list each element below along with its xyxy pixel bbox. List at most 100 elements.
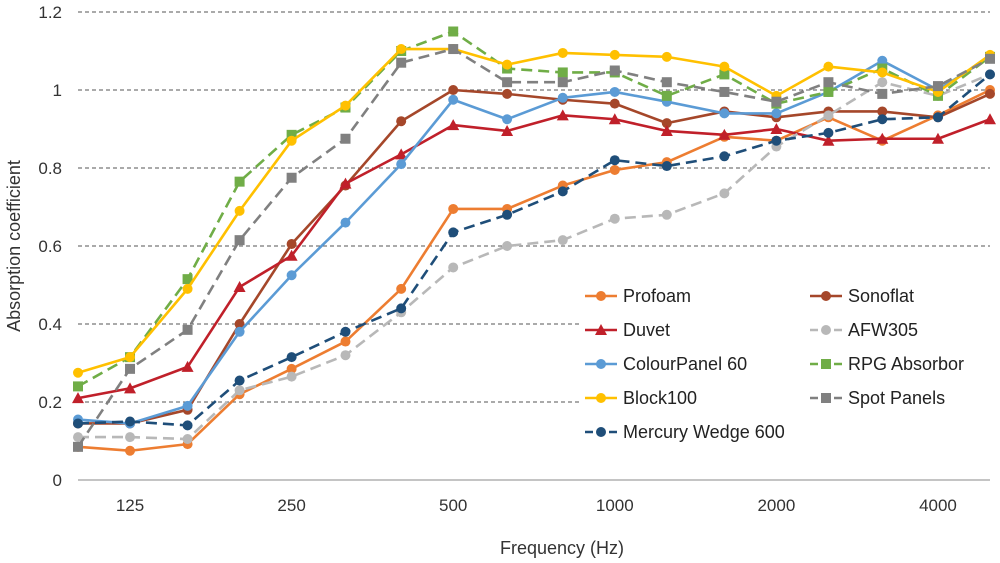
data-point [661, 161, 672, 172]
data-point [182, 420, 193, 431]
data-point [719, 86, 730, 97]
data-point [448, 262, 459, 273]
data-point [234, 385, 245, 396]
legend-marker [821, 325, 831, 335]
x-tick-label: 4000 [919, 496, 957, 515]
data-point [502, 88, 513, 99]
legend-entry: Profoam [585, 286, 691, 306]
series-line [76, 47, 991, 448]
data-point [234, 235, 245, 246]
data-point [125, 432, 136, 443]
data-point [557, 92, 568, 103]
data-point [340, 350, 351, 361]
legend-entry: Duvet [585, 320, 670, 340]
legend-marker [821, 291, 831, 301]
data-point [447, 119, 460, 131]
x-tick-label: 2000 [757, 496, 795, 515]
data-point [72, 392, 84, 404]
data-point [182, 434, 193, 445]
data-point [234, 326, 245, 337]
data-point [182, 283, 193, 294]
data-point [719, 69, 730, 80]
data-point [448, 227, 459, 238]
data-point [771, 96, 782, 107]
data-point [502, 209, 513, 220]
data-point [984, 113, 996, 125]
data-point [234, 205, 245, 216]
data-point [286, 172, 297, 183]
data-point [661, 209, 672, 220]
data-point [340, 133, 351, 144]
data-point [823, 77, 834, 88]
legend-label: Mercury Wedge 600 [623, 422, 785, 442]
data-point [448, 85, 459, 95]
legend: Profoam Sonoflat Duvet AFW305 ColourPanel 60… [585, 286, 964, 442]
data-point [125, 363, 136, 374]
data-point [286, 239, 297, 250]
data-point [609, 155, 620, 166]
data-point [396, 57, 407, 68]
data-point [286, 129, 297, 140]
y-tick-label: 0 [53, 471, 62, 490]
data-point [502, 114, 513, 125]
legend-marker [821, 359, 831, 369]
legend-marker [821, 393, 831, 403]
data-point [609, 86, 620, 97]
data-point [823, 61, 834, 72]
data-point [557, 235, 568, 246]
data-point [719, 108, 730, 119]
data-point [234, 319, 245, 329]
data-point [719, 151, 730, 162]
data-point [396, 159, 407, 170]
data-point [770, 123, 783, 134]
data-point [771, 135, 782, 146]
data-point [608, 113, 621, 125]
y-tick-label: 1.2 [38, 3, 62, 22]
data-point [285, 249, 298, 261]
data-point [73, 381, 83, 392]
data-point [234, 176, 245, 187]
legend-marker [596, 359, 606, 369]
data-point [233, 280, 246, 292]
data-point [339, 177, 352, 189]
data-point [396, 44, 407, 55]
series-afw305 [73, 69, 995, 445]
y-tick-label: 0.8 [38, 159, 62, 178]
legend-entry: AFW305 [810, 320, 918, 340]
series-line [77, 47, 991, 374]
legend-label: Block100 [623, 388, 697, 408]
data-point [823, 127, 834, 138]
y-tick-label: 0.2 [38, 393, 62, 412]
series-line [77, 88, 991, 453]
y-tick-labels: 0 0.2 0.4 0.6 0.8 1 1.2 [38, 3, 62, 490]
legend-entry: Block100 [585, 388, 697, 408]
data-point [396, 283, 407, 294]
data-point [822, 134, 835, 146]
data-point [340, 336, 351, 347]
series-line [77, 55, 991, 425]
legend-marker [596, 393, 606, 403]
data-point [286, 363, 297, 374]
data-point [182, 400, 193, 411]
data-point [660, 124, 673, 136]
data-point [877, 67, 888, 78]
data-point [557, 186, 568, 197]
legend-entry: Mercury Wedge 600 [585, 422, 785, 442]
data-point [502, 59, 513, 70]
data-point [125, 352, 136, 363]
data-point [932, 112, 943, 123]
data-point [876, 132, 889, 144]
data-point [557, 47, 568, 58]
data-point [396, 116, 407, 127]
data-point [286, 371, 297, 382]
data-point [182, 324, 193, 335]
data-point [609, 213, 620, 224]
data-point [877, 77, 888, 88]
data-point [877, 106, 888, 117]
data-point [234, 375, 245, 386]
data-point [395, 148, 408, 160]
data-point [448, 94, 459, 105]
legend-marker [596, 291, 606, 301]
data-point [823, 86, 834, 97]
